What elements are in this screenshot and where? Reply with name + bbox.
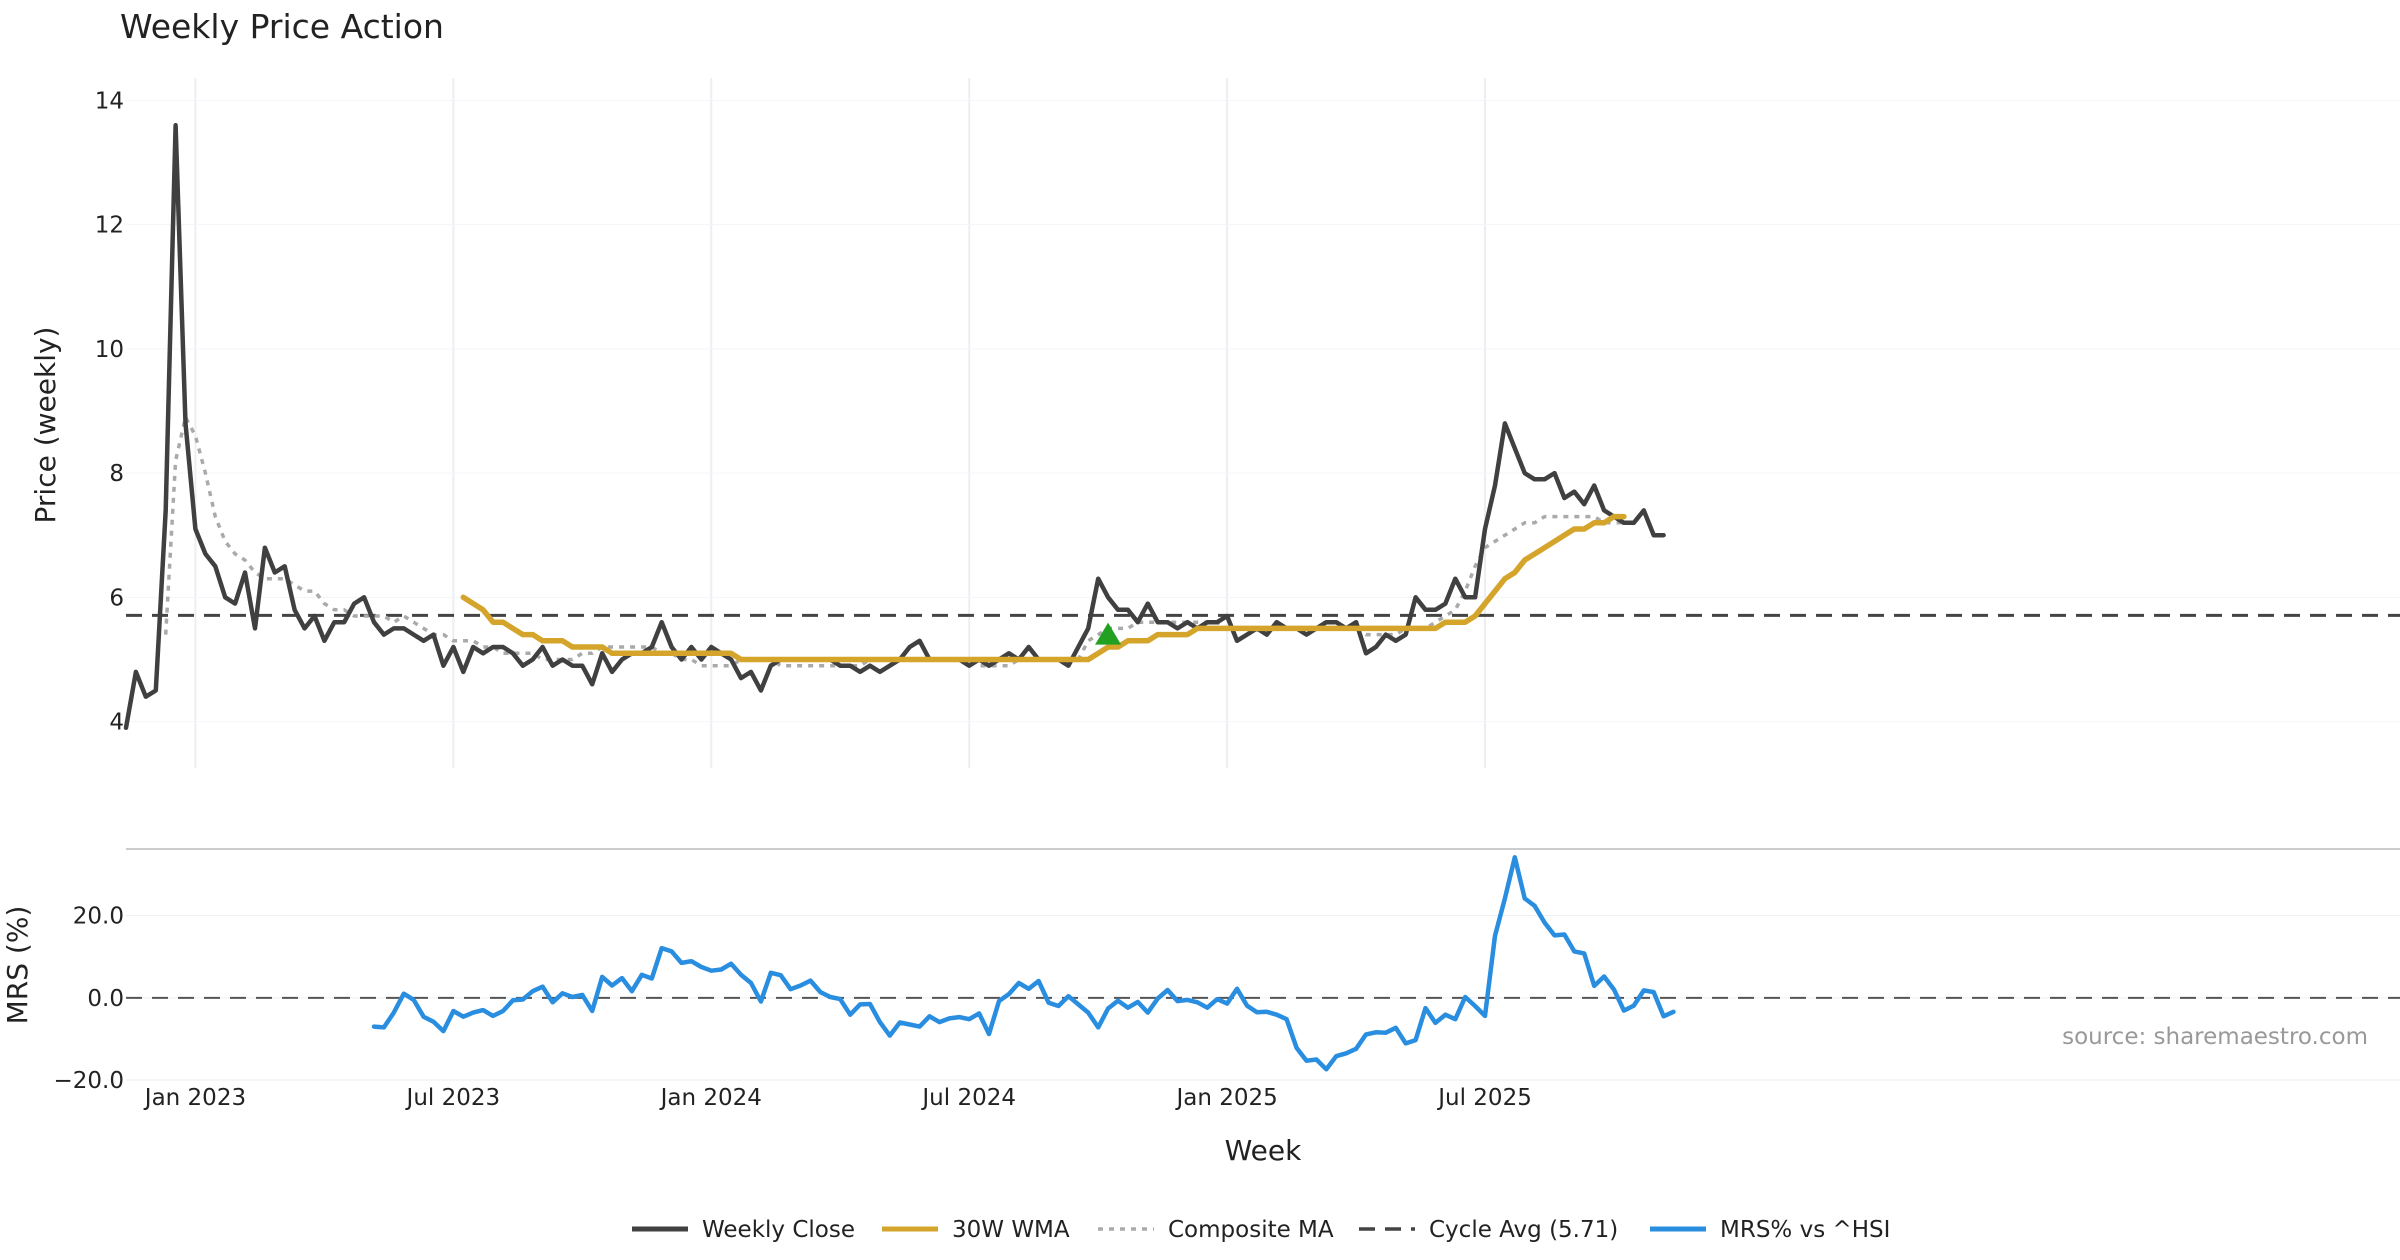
30w-wma-line (460, 513, 1627, 663)
mrs-series-group (371, 855, 1676, 1072)
x-tick-label: Jul 2023 (405, 1085, 501, 1111)
mrs-y-axis-label: MRS (%) (1, 906, 34, 1025)
legend-item-mrs-vs-hsi: MRS% vs ^HSI (1650, 1217, 1890, 1243)
x-tick-label: Jul 2025 (1436, 1085, 1532, 1111)
weekly-close-line (123, 123, 1666, 731)
legend-item-weekly-close: Weekly Close (632, 1217, 855, 1243)
legend-item-composite-ma: Composite MA (1098, 1217, 1334, 1243)
price-y-tick-label: 4 (109, 710, 124, 736)
legend-label: Weekly Close (702, 1217, 855, 1243)
mrs-y-tick-label: 20.0 (73, 904, 124, 930)
price-y-tick-label: 12 (95, 213, 124, 239)
price-y-tick-label: 8 (109, 461, 124, 487)
x-tick-label: Jul 2024 (920, 1085, 1016, 1111)
price-y-ticks: 4 6 8 10 12 14 (95, 88, 124, 735)
legend-label: Composite MA (1168, 1217, 1334, 1243)
legend-item-cycle-avg-5-71: Cycle Avg (5.71) (1359, 1217, 1618, 1243)
price-y-tick-label: 10 (95, 337, 124, 363)
x-ticks: Jan 2023 Jul 2023 Jan 2024 Jul 2024 Jan 2025… (143, 1085, 1532, 1111)
x-tick-label: Jan 2025 (1174, 1085, 1277, 1111)
signal-triangle-marker (1095, 622, 1122, 645)
legend-label: Cycle Avg (5.71) (1429, 1217, 1618, 1243)
mrs-y-tick-label: 0.0 (87, 986, 124, 1012)
mrs-y-ticks: −20.0 0.0 20.0 (54, 904, 124, 1094)
chart-title: Weekly Price Action (120, 7, 444, 46)
source-note: source: sharemaestro.com (2062, 1024, 2368, 1050)
legend-label: 30W WMA (952, 1217, 1070, 1243)
mrs-vs-hsi-line (371, 855, 1676, 1072)
legend: Weekly Close 30W WMA Composite MA Cycle Avg… (632, 1217, 1890, 1243)
mrs-y-tick-label: −20.0 (54, 1068, 124, 1094)
x-axis-label: Week (1225, 1134, 1302, 1167)
x-tick-label: Jan 2024 (659, 1085, 762, 1111)
price-y-tick-label: 6 (109, 585, 124, 611)
legend-item-30w-wma: 30W WMA (882, 1217, 1070, 1243)
legend-label: MRS% vs ^HSI (1720, 1217, 1890, 1243)
price-y-tick-label: 14 (95, 88, 124, 114)
price-y-axis-label: Price (weekly) (29, 327, 62, 524)
x-tick-label: Jan 2023 (143, 1085, 246, 1111)
price-series-group (123, 123, 1666, 731)
price-gridlines (126, 78, 2400, 768)
